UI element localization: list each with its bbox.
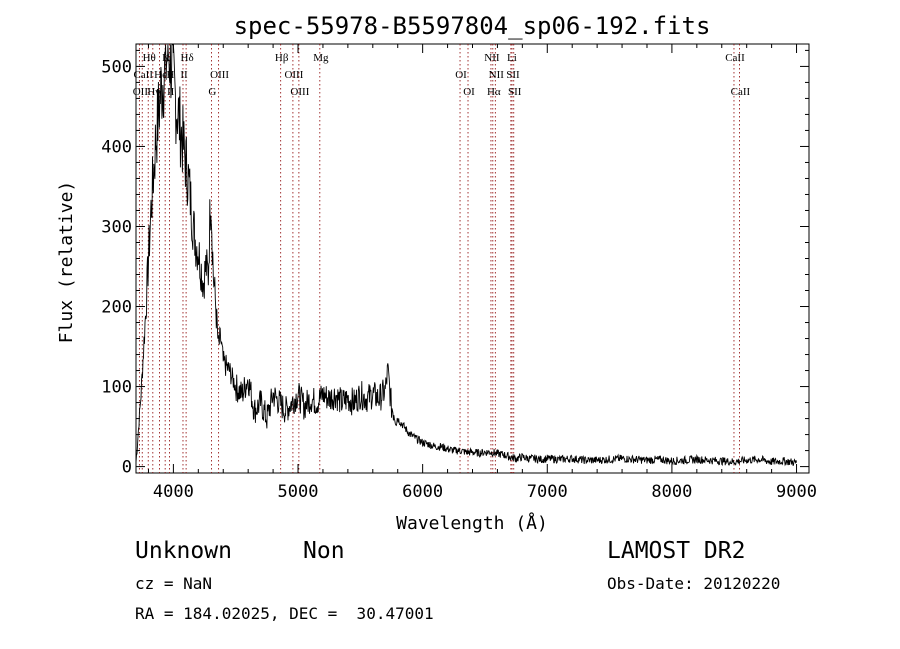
marker-label: Li: [507, 52, 517, 64]
x-tick-label: 4000: [153, 482, 194, 502]
marker-label: Hθ: [143, 52, 156, 64]
x-tick-label: 5000: [278, 482, 319, 502]
x-tick-label: 6000: [402, 482, 443, 502]
marker-label: OIII: [210, 69, 229, 81]
obs-date: Obs-Date: 20120220: [607, 574, 781, 593]
marker-label: CaII: [725, 52, 745, 64]
y-tick-label: 500: [101, 57, 132, 77]
x-tick-label: 8000: [651, 482, 692, 502]
axes: 4000 5000 6000 7000 8000 9000 0 100 200 300 400 500: [101, 44, 817, 502]
marker-label: CaII: [731, 86, 751, 98]
marker-label: SII: [506, 69, 520, 81]
spectrum-line: [135, 44, 797, 467]
object-class: Unknown: [135, 538, 232, 564]
y-tick-label: 0: [122, 458, 132, 478]
spectrum-series: [135, 44, 797, 467]
y-tick-label: 100: [101, 378, 132, 398]
marker-label: NII: [489, 69, 505, 81]
marker-label: OI: [455, 69, 467, 81]
marker-label: OI: [463, 86, 475, 98]
marker-label: SII: [508, 86, 522, 98]
y-tick-label: 400: [101, 137, 132, 157]
marker-label: Hβ: [275, 52, 289, 64]
y-tick-label: 300: [101, 217, 132, 237]
x-axis-label: Wavelength (Å): [396, 512, 548, 534]
survey-name: LAMOST DR2: [607, 538, 746, 564]
marker-label: OII: [133, 86, 149, 98]
marker-label: Mg: [313, 52, 329, 64]
marker-label: G: [208, 86, 216, 98]
marker-label: OIII: [290, 86, 309, 98]
y-tick-label: 200: [101, 298, 132, 318]
cz-value: cz = NaN: [135, 574, 213, 593]
marker-label: NII: [484, 52, 500, 64]
chart-title: spec-55978-B5597804_sp06-192.fits: [234, 12, 711, 40]
ra-dec: RA = 184.02025, DEC = 30.47001: [135, 604, 434, 623]
object-subclass: Non: [303, 538, 345, 564]
marker-label: II: [180, 69, 188, 81]
y-axis-label: Flux (relative): [56, 181, 77, 344]
marker-label: OIII: [284, 69, 303, 81]
plot-frame: [135, 43, 810, 474]
marker-label: CaII: [133, 69, 153, 81]
x-tick-label: 7000: [527, 482, 568, 502]
x-tick-label: 9000: [776, 482, 817, 502]
marker-label: Hα: [487, 86, 501, 98]
marker-label: Hδ: [181, 52, 194, 64]
